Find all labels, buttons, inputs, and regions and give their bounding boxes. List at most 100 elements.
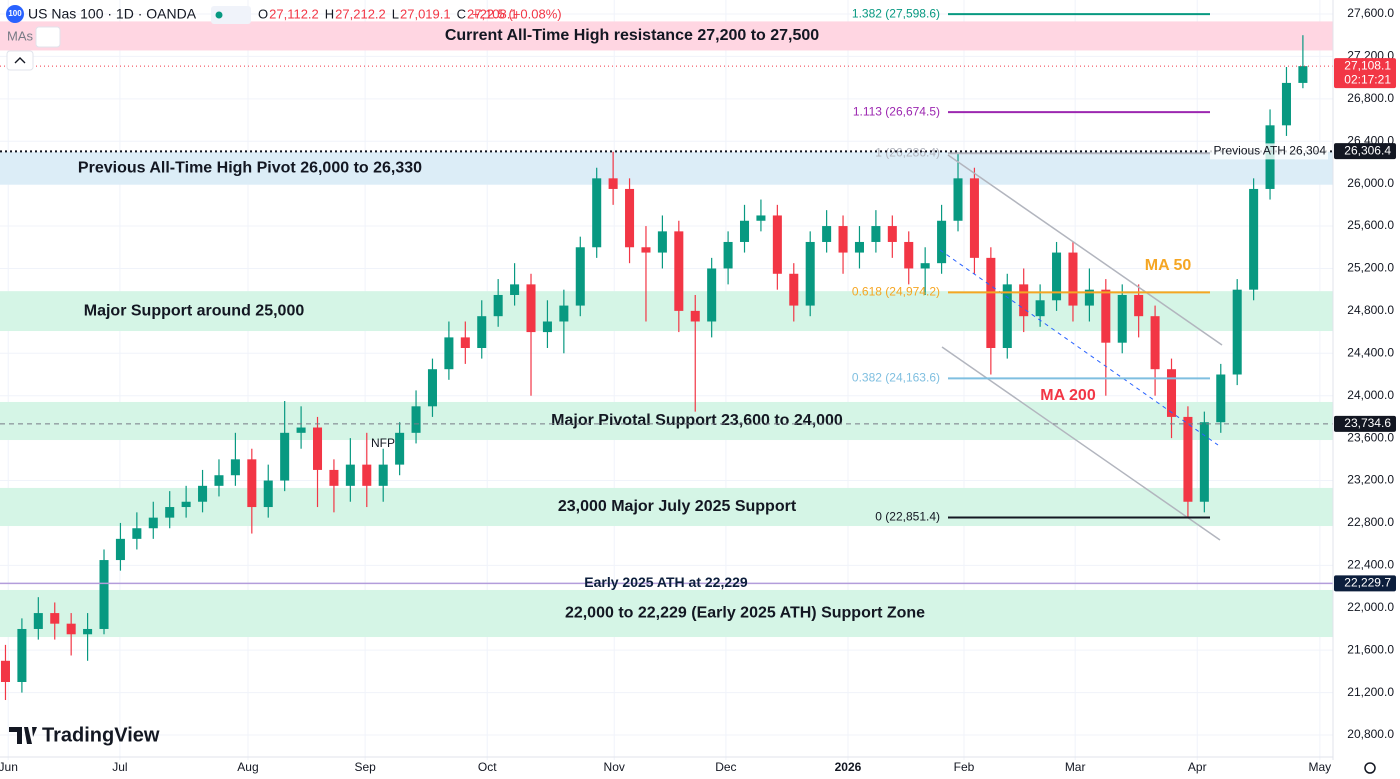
candle-body [1150,316,1160,370]
candle-body [362,464,372,486]
brand-logo [9,727,37,744]
candle-body [83,628,93,635]
candle-body [1084,289,1094,306]
candle-body [411,406,421,433]
candle-body [707,268,717,322]
y-tick-label: 26,000.0 [1347,176,1394,190]
symbol[interactable]: US Nas 100 · 1D · OANDA [28,6,197,22]
collapse-button[interactable] [6,50,34,71]
candle-body [165,507,175,518]
zone [0,21,1333,51]
mas-label[interactable]: MAs [7,28,34,43]
price-tags: 27,108.102:17:21 26,306.4 23,734.6 22,229.7 [1334,58,1396,592]
price-tag-label: 23,734.6 [1344,416,1391,430]
level-label: Previous ATH 26,304 [1213,144,1326,158]
candle-body [838,226,848,253]
candle-body [575,247,585,306]
candle-body [493,294,503,317]
brand: TradingView [42,724,160,746]
candle-body [608,178,618,189]
x-tick-label: Dec [715,760,736,774]
candle-body [477,316,487,348]
y-tick-label: 23,600.0 [1347,430,1394,444]
x-tick-label: Oct [478,760,497,774]
fib-label: 0.382 (24,163.6) [852,371,940,385]
candle-body [1199,422,1209,502]
price-tag [1334,143,1396,160]
candle-body [822,226,832,242]
candle-body [986,257,996,348]
price-tag-label: 27,108.1 [1344,58,1391,72]
ohlc-value: 27,108.1 [467,6,518,21]
candle-body [920,263,930,269]
candle-body [1035,300,1045,317]
ohlc-value: 27,212.2 [335,6,386,21]
zone [0,291,1333,332]
y-tick-label: 27,600.0 [1347,6,1394,20]
candle-body [99,560,109,629]
candle-body [280,432,290,481]
candle-body [1101,289,1111,343]
change: +22.5 (+0.08%) [472,6,562,21]
zone [0,401,1333,441]
candle-body [50,613,60,624]
candle-body [329,469,339,486]
candle-body [1117,294,1127,343]
y-tick-label: 22,400.0 [1347,558,1394,572]
candle-body [641,247,651,253]
y-tick-label: 21,600.0 [1347,642,1394,656]
y-tick-label: 25,600.0 [1347,218,1394,232]
price-tag-time: 02:17:21 [1344,72,1391,86]
fib-label: 1.382 (27,598.6) [852,6,940,20]
y-tick-label: 25,200.0 [1347,261,1394,275]
zone-label: Major Pivotal Support 23,600 to 24,000 [551,412,843,429]
candle-body [17,628,27,682]
price-tag [1334,415,1396,432]
annotation: NFP [371,436,395,450]
x-tick-label: Sep [354,760,376,774]
candle-body [263,480,273,508]
candle-body [230,459,240,476]
y-tick-label: 20,800.0 [1347,727,1394,741]
candle-body [542,321,552,333]
candle-body [657,231,667,253]
channel-midline [939,249,1219,446]
y-tick-label: 24,800.0 [1347,303,1394,317]
candle-body [460,337,470,348]
candle-body [723,241,733,269]
candle-body [805,241,815,306]
candle-body [1068,252,1078,306]
candle-body [1002,284,1012,348]
visibility-button[interactable] [35,26,61,48]
candle-body [1166,369,1177,417]
candle-body [1232,289,1242,375]
x-tick-label: 2026 [835,760,862,774]
candle-body [690,310,700,322]
ohlc-key: H [325,6,334,21]
fib-label: 1 (26,286.4) [875,145,940,159]
zone-label: Current All-Time High resistance 27,200 … [445,27,819,44]
status-badge [211,6,251,24]
x-tick-label: Aug [237,760,258,774]
candle-body [115,538,125,561]
candle-body [1183,416,1193,502]
y-tick-label: 23,200.0 [1347,473,1394,487]
x-tick-label: Feb [954,760,975,774]
x-tick-label: Mar [1065,760,1086,774]
ohlc-value: 27,019.1 [400,6,451,21]
logo-text: 100 [8,9,22,18]
y-tick-label: 22,800.0 [1347,515,1394,529]
level-label: Early 2025 ATH at 22,229 [584,574,748,590]
candle-body [592,178,602,248]
settings-icon[interactable] [1364,762,1376,774]
fib-label: 0 (22,851.4) [875,510,940,524]
fib-label: 1.113 (26,674.5) [853,104,940,118]
zone-label: Previous All-Time High Pivot 26,000 to 2… [78,159,422,176]
candle-body [1134,294,1144,317]
zone [0,151,1333,185]
price-tag-label: 22,229.7 [1344,576,1391,590]
ohlc-key: O [258,6,268,21]
label-bg [1210,143,1328,160]
